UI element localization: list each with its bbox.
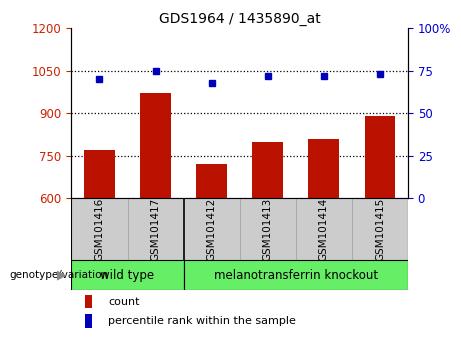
Text: GSM101417: GSM101417 xyxy=(151,198,160,261)
Text: count: count xyxy=(108,297,140,307)
Text: GSM101413: GSM101413 xyxy=(263,198,273,261)
Text: GSM101416: GSM101416 xyxy=(95,198,105,261)
Bar xyxy=(365,116,396,198)
Bar xyxy=(85,314,92,328)
Text: wild type: wild type xyxy=(100,269,154,282)
Bar xyxy=(84,150,115,198)
Title: GDS1964 / 1435890_at: GDS1964 / 1435890_at xyxy=(159,12,320,26)
Text: GSM101414: GSM101414 xyxy=(319,198,329,261)
Text: percentile rank within the sample: percentile rank within the sample xyxy=(108,316,296,326)
Bar xyxy=(183,260,408,290)
Text: ▶: ▶ xyxy=(57,269,67,282)
Text: GSM101412: GSM101412 xyxy=(207,198,217,261)
Bar xyxy=(140,93,171,198)
Text: GSM101415: GSM101415 xyxy=(375,198,385,261)
Text: melanotransferrin knockout: melanotransferrin knockout xyxy=(214,269,378,282)
Text: genotype/variation: genotype/variation xyxy=(9,270,108,280)
Bar xyxy=(308,139,339,198)
Bar xyxy=(252,142,283,198)
Bar xyxy=(71,260,183,290)
Bar xyxy=(85,295,92,308)
Bar xyxy=(196,164,227,198)
